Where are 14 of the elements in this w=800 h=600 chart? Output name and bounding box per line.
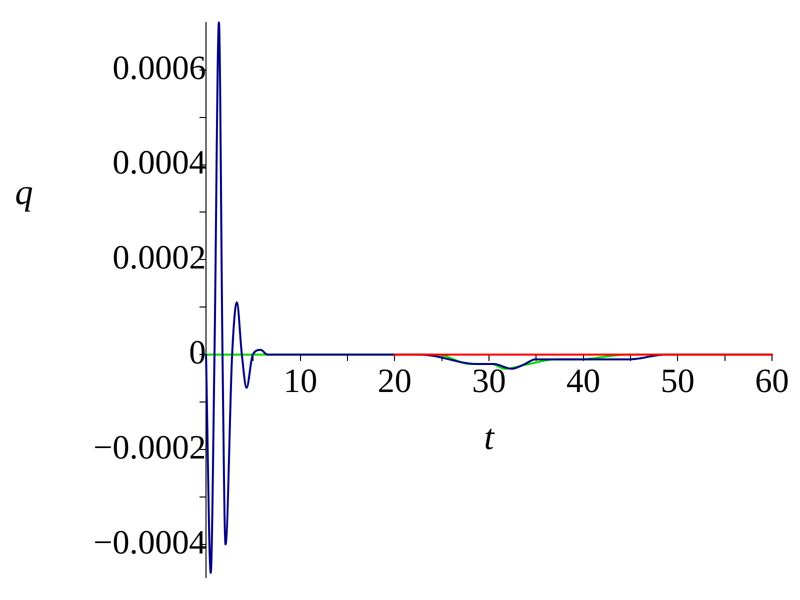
x-tick-label: 20 [378, 362, 412, 400]
x-tick-label: 40 [566, 362, 600, 400]
y-tick-label: 0 [189, 334, 206, 372]
y-tick-label: −0.0002 [93, 429, 206, 466]
x-tick-label: 50 [660, 362, 695, 400]
x-tick-label: 30 [472, 362, 506, 400]
y-tick-label: 0.0004 [112, 144, 206, 182]
y-tick-label: −0.0004 [93, 524, 206, 562]
y-axis-title: q [15, 172, 33, 212]
y-tick-label: 0.0002 [112, 240, 206, 277]
x-tick-label: 10 [283, 362, 318, 400]
y-tick-label: 0.0006 [112, 50, 206, 87]
x-tick-label: 60 [755, 362, 789, 400]
x-axis-title: t [484, 417, 495, 458]
